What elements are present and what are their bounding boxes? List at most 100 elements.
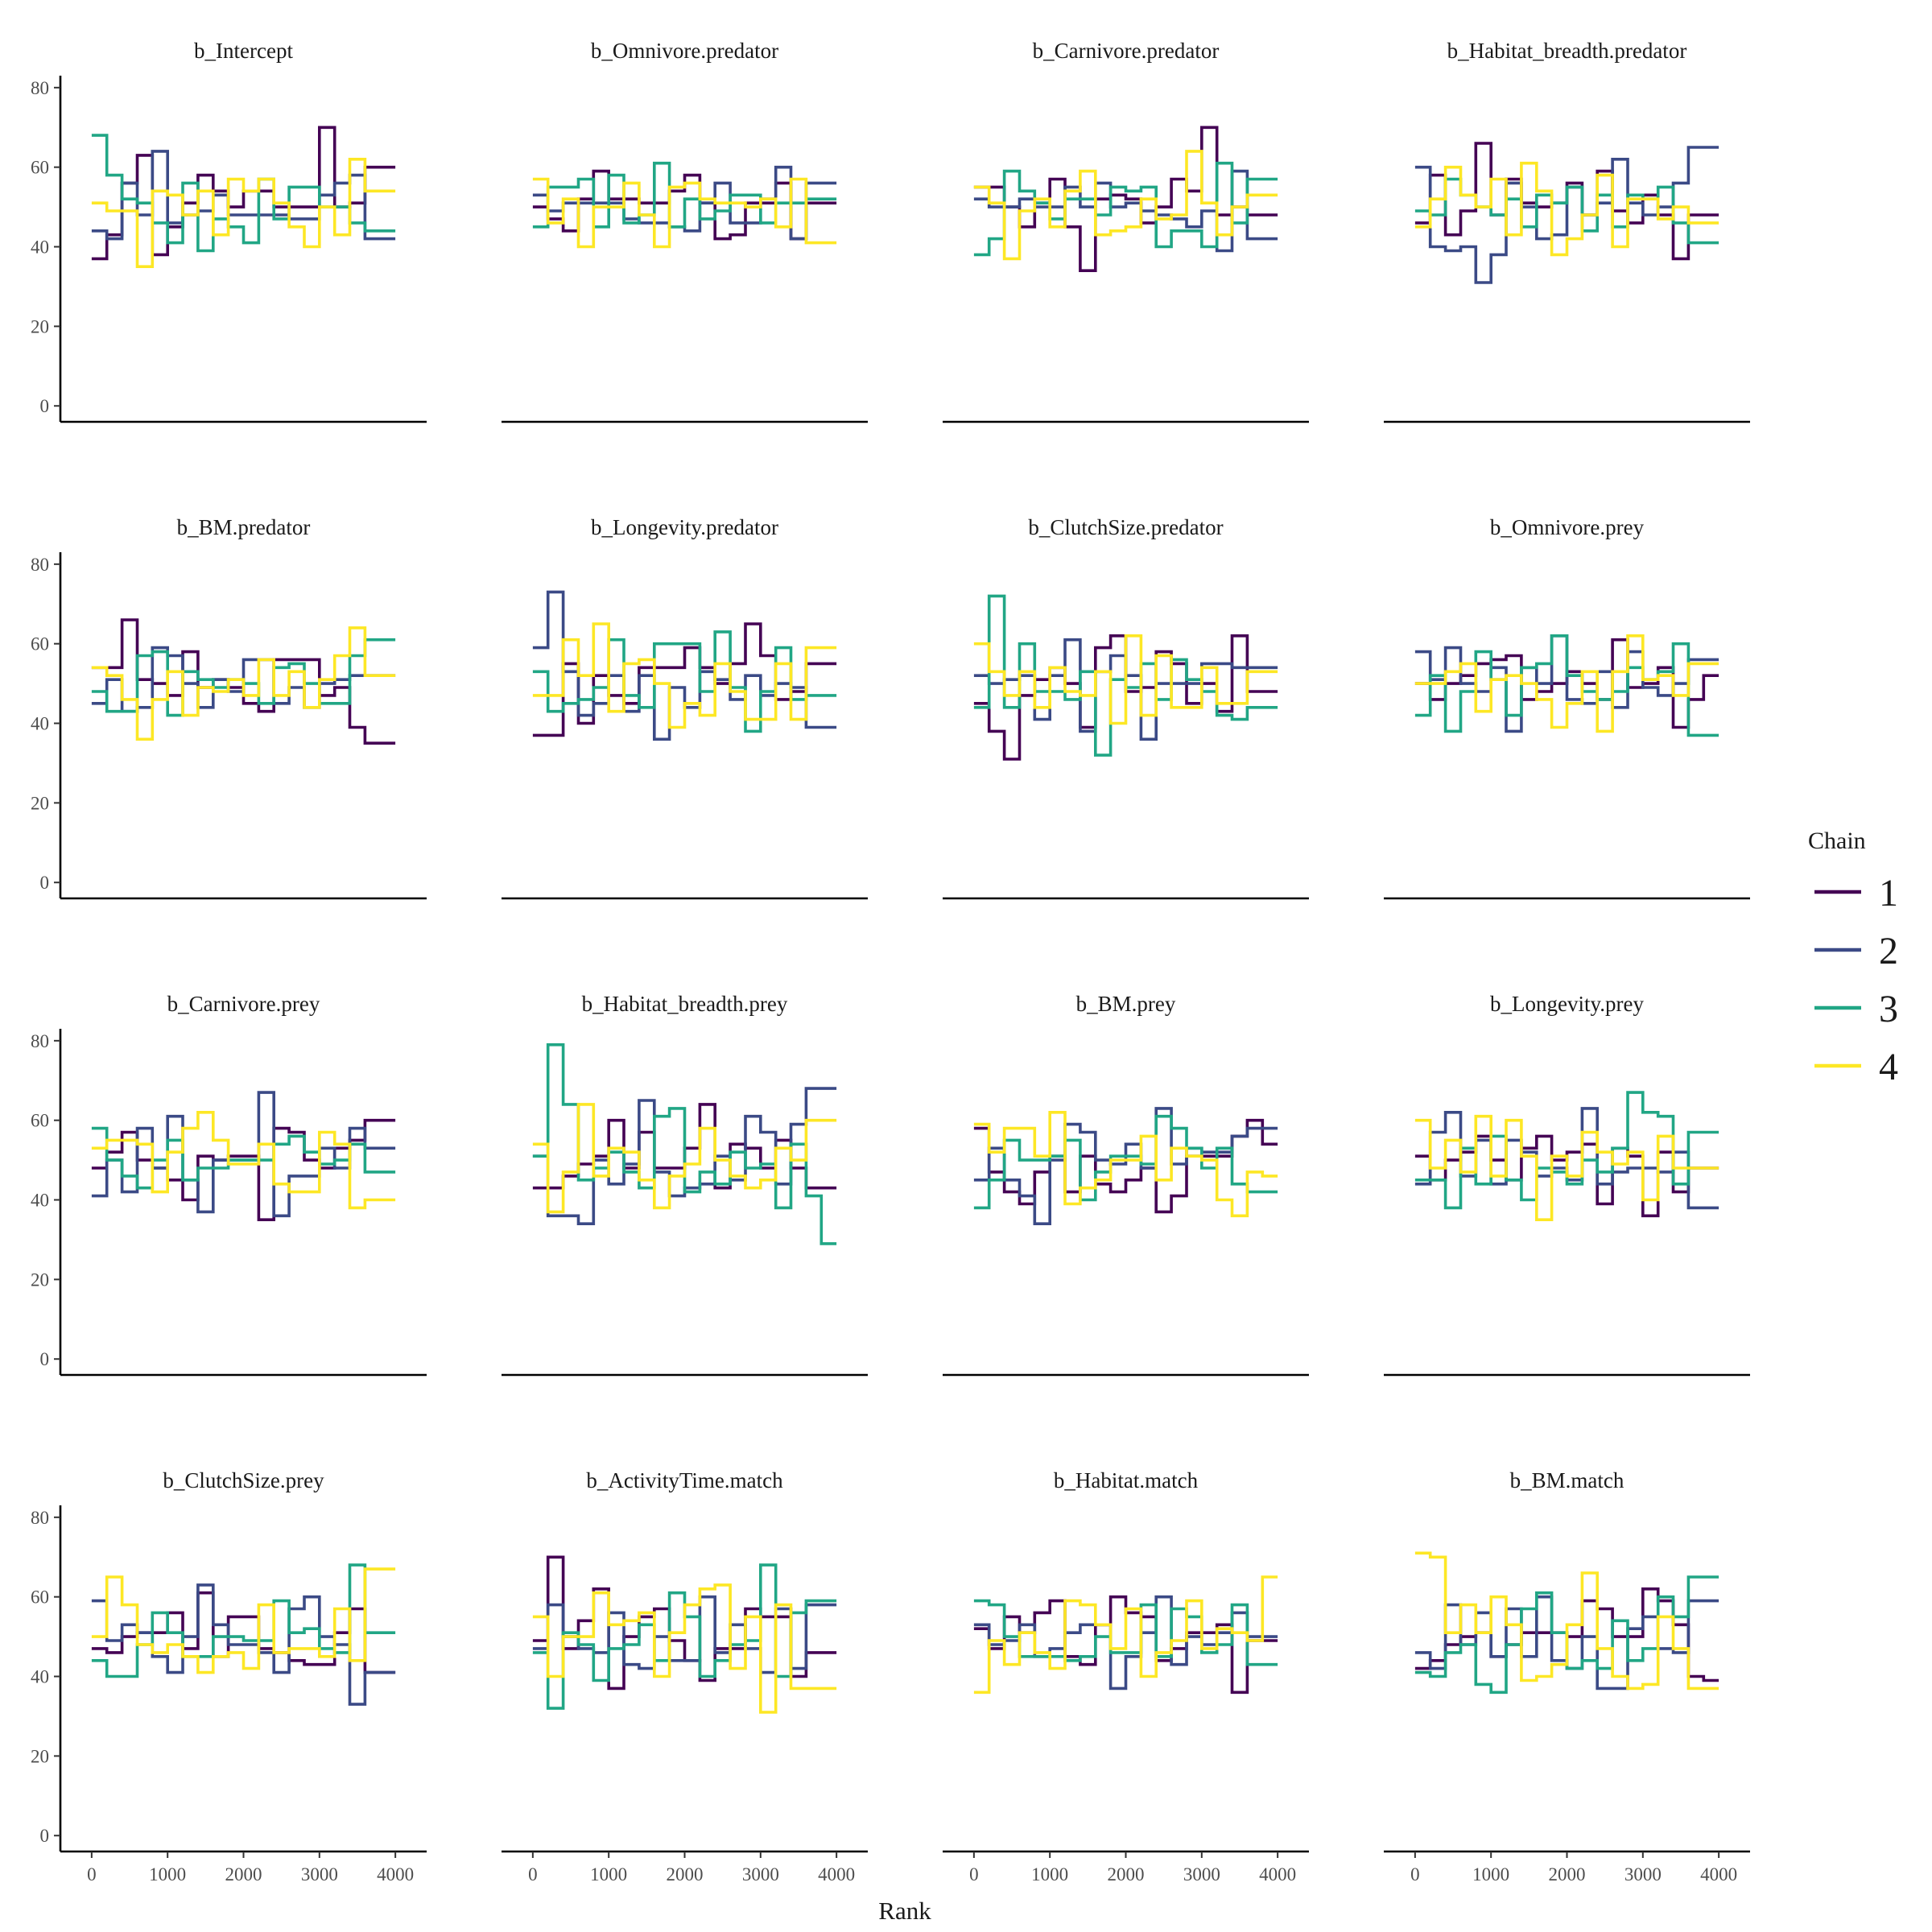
facet-panel: b_ClutchSize.prey 0 20 40 60 80 0 1000 2000 3000 4… [31,1468,427,1885]
series-line-chain-1 [91,618,396,745]
y-tick-label: 60 [31,158,49,178]
series-line-chain-4 [1414,1551,1719,1690]
series-line-chain-4 [532,177,837,249]
x-tick-label: 2000 [1108,1864,1145,1885]
y-tick-label: 0 [40,1826,50,1846]
panel-title: b_Omnivore.predator [591,39,778,63]
series-line-chain-4 [1414,1114,1719,1221]
x-tick-label: 0 [969,1864,979,1885]
legend-label: 1 [1879,872,1898,914]
facet-panel: b_BM.predator 0 20 40 60 80 [31,515,427,900]
legend-title: Chain [1808,828,1866,854]
series-line-chain-1 [532,622,837,737]
x-tick-label: 3000 [1624,1864,1662,1885]
y-tick-label: 80 [31,78,49,98]
y-tick-label: 20 [31,793,49,813]
series-line-chain-4 [1414,634,1719,733]
series-line-chain-4 [532,622,837,729]
panel-title: b_BM.predator [177,515,311,539]
panel-title: b_ActivityTime.match [586,1468,783,1492]
series-line-chain-3 [532,1043,837,1245]
series-line-chain-3 [973,1114,1278,1210]
series-line-chain-2 [532,165,837,241]
facet-panel: b_Omnivore.prey [1384,515,1750,900]
y-tick-label: 20 [31,1746,49,1766]
facet-panel: b_Longevity.prey [1384,992,1750,1377]
series-line-chain-4 [91,158,396,268]
legend-label: 3 [1879,988,1898,1030]
x-tick-label: 4000 [1700,1864,1737,1885]
series-line-chain-3 [973,161,1278,257]
facet-panel: b_Longevity.predator [502,515,868,900]
y-tick-label: 60 [31,634,49,654]
x-tick-label: 2000 [667,1864,704,1885]
panel-title: b_Carnivore.prey [167,992,320,1016]
x-tick-label: 3000 [742,1864,779,1885]
x-tick-label: 2000 [1549,1864,1586,1885]
series-line-chain-4 [973,1111,1278,1218]
x-tick-label: 3000 [301,1864,338,1885]
panel-title: b_ClutchSize.prey [163,1468,324,1492]
x-tick-label: 4000 [818,1864,855,1885]
panel-title: b_ClutchSize.predator [1028,515,1223,539]
facet-panel: b_ActivityTime.match 0 1000 2000 3000 4000 [502,1468,868,1885]
x-tick-label: 1000 [590,1864,627,1885]
series-line-chain-4 [973,634,1278,725]
facet-panel: b_Habitat.match 0 1000 2000 3000 4000 [943,1468,1309,1885]
series-line-chain-3 [91,1126,396,1190]
y-tick-label: 20 [31,316,49,336]
y-tick-label: 20 [31,1269,49,1290]
panel-title: b_Intercept [194,39,293,63]
x-tick-label: 1000 [1031,1864,1068,1885]
y-tick-label: 40 [31,1667,49,1687]
series-line-chain-4 [91,1111,396,1210]
y-tick-label: 40 [31,1191,49,1211]
series-line-chain-4 [973,1575,1278,1695]
series-line-chain-2 [973,1107,1278,1225]
series-line-chain-4 [91,1567,396,1674]
y-tick-label: 60 [31,1587,49,1608]
x-tick-label: 0 [87,1864,97,1885]
facet-panel: b_Carnivore.predator [943,39,1309,423]
y-tick-label: 0 [40,873,50,893]
y-tick-label: 0 [40,1349,50,1369]
panel-title: b_Omnivore.prey [1490,515,1645,539]
legend: Chain 1 2 3 4 [1808,828,1898,1088]
y-tick-label: 0 [40,396,50,416]
x-tick-label: 0 [1410,1864,1420,1885]
panel-title: b_Habitat_breadth.predator [1447,39,1687,63]
facet-panel: b_BM.match 0 1000 2000 3000 4000 [1384,1468,1750,1885]
facet-panel: b_ClutchSize.predator [943,515,1309,900]
y-tick-label: 80 [31,1508,49,1528]
facet-panel: b_Habitat_breadth.predator [1384,39,1750,423]
series-line-chain-4 [532,1103,837,1214]
y-tick-label: 80 [31,555,49,575]
series-line-chain-1 [973,1118,1278,1214]
facet-panel: b_Habitat_breadth.prey [502,992,868,1377]
panel-title: b_BM.match [1510,1468,1624,1492]
y-tick-label: 40 [31,237,49,258]
series-line-chain-4 [532,1583,837,1714]
x-tick-label: 4000 [1259,1864,1296,1885]
series-line-chain-4 [91,626,396,741]
x-tick-label: 1000 [149,1864,186,1885]
facet-panel: b_Intercept 0 20 40 60 80 [31,39,427,423]
series-line-chain-3 [532,630,837,733]
panel-title: b_Longevity.predator [591,515,778,539]
legend-label: 4 [1879,1046,1898,1088]
panel-title: b_BM.prey [1076,992,1176,1016]
series-line-chain-4 [1414,161,1719,257]
x-tick-label: 3000 [1183,1864,1220,1885]
x-tick-label: 0 [528,1864,538,1885]
x-tick-label: 2000 [225,1864,262,1885]
x-tick-label: 1000 [1472,1864,1509,1885]
facet-panel: b_Carnivore.prey 0 20 40 60 80 [31,992,427,1377]
facet-panel: b_Omnivore.predator [502,39,868,423]
series-line-chain-4 [973,150,1278,261]
x-axis-title: Rank [878,1897,931,1925]
panel-title: b_Habitat.match [1054,1468,1199,1492]
legend-label: 2 [1879,930,1898,972]
panel-title: b_Carnivore.predator [1033,39,1220,63]
x-tick-label: 4000 [377,1864,414,1885]
